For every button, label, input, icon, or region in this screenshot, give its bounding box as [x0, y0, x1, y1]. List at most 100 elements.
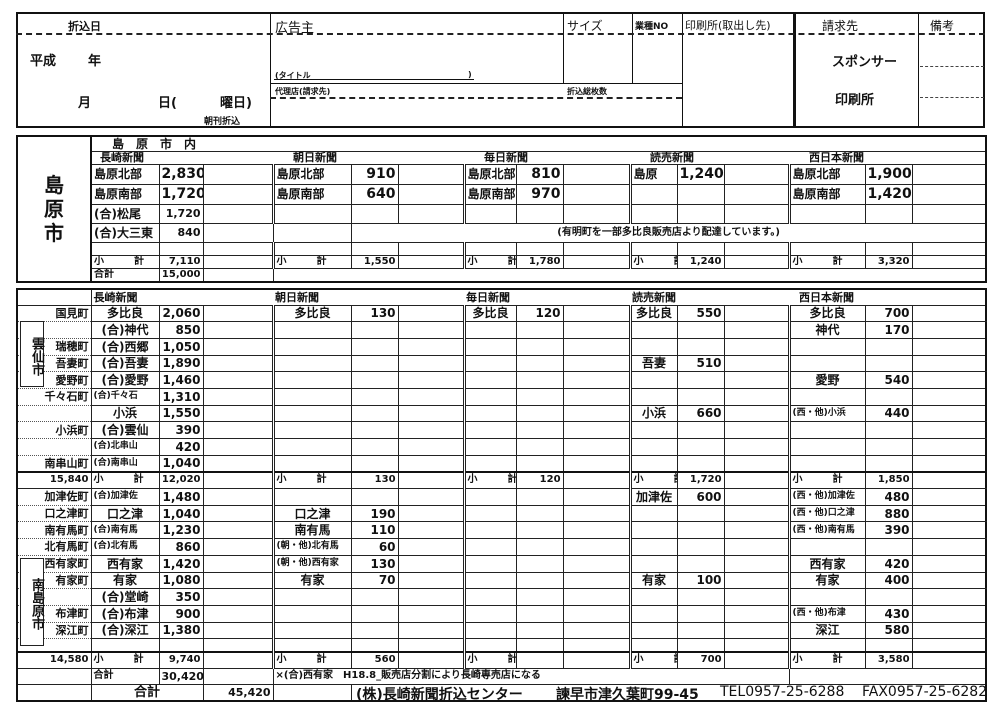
outlet-name	[628, 588, 678, 606]
blank-cell	[397, 337, 465, 356]
copy-count: 190	[350, 504, 399, 523]
blank-cell	[562, 254, 631, 269]
copy-count	[515, 554, 564, 573]
blank-cell	[202, 267, 274, 283]
outlet-name	[628, 554, 678, 573]
copy-count	[676, 521, 725, 540]
blank-cell	[723, 571, 790, 590]
blank-cell	[562, 203, 631, 224]
newspaper-header: 毎日新聞	[464, 288, 631, 306]
blank-cell	[723, 241, 790, 256]
outlet-name	[628, 504, 678, 523]
blank-cell	[562, 304, 631, 323]
copy-count: 120	[515, 304, 564, 323]
outlet-name: (合)布津	[90, 604, 160, 623]
outlet-name: (合)北有馬	[90, 538, 160, 556]
date-label: 折込日	[68, 20, 101, 33]
copy-count: 1,230	[158, 521, 204, 540]
blank-cell	[272, 683, 352, 702]
city-label: 島原市	[16, 135, 92, 283]
outlet-name: 深江	[787, 621, 866, 640]
outlet-name: (合)神代	[90, 321, 160, 339]
blank-cell	[397, 554, 465, 573]
blank-cell	[397, 438, 465, 456]
outlet-name	[628, 454, 678, 473]
subtotal-label: 小 計	[787, 471, 866, 490]
copy-count: 1,420	[158, 554, 204, 573]
outlet-name: (合)愛野	[90, 371, 160, 389]
blank-cell	[723, 554, 790, 573]
blank-cell	[723, 254, 790, 269]
table-row: 北有馬町 (合)北有馬 860 (朝・他)北有馬 60	[16, 538, 987, 556]
copy-count	[350, 438, 399, 456]
table-row: 合計 45,420	[16, 683, 986, 702]
blank-cell	[397, 504, 465, 523]
newspaper-header: 毎日新聞	[464, 150, 630, 165]
copy-count	[864, 387, 913, 406]
copy-count	[864, 354, 913, 373]
town-label: 口之津町	[16, 504, 92, 523]
blank-cell	[202, 521, 274, 540]
outlet-name: 島原北部	[787, 163, 866, 185]
copy-count	[515, 454, 564, 473]
outlet-name: (合)西郷	[90, 337, 160, 356]
area-title: 島 原 市 内	[91, 135, 987, 152]
copy-count: 420	[864, 554, 913, 573]
blank-cell	[723, 183, 790, 205]
outlet-name: (合)深江	[90, 621, 160, 640]
outlet-name: (合)加津佐	[90, 488, 160, 506]
blank-cell	[202, 471, 274, 490]
copy-count	[350, 488, 399, 506]
copy-count	[676, 203, 725, 224]
unzen-city-label: 雲仙市	[20, 321, 44, 387]
outlet-name	[462, 488, 517, 506]
copy-count: 130	[350, 304, 399, 323]
subtotal-value: 7,110	[158, 254, 204, 269]
outlet-name	[462, 588, 517, 606]
copy-count	[864, 438, 913, 456]
outlet-name: (西・他)加津佐	[787, 488, 866, 506]
table-row: (合)大三東 840 (有明町を一部多比良販売店より配達しています。)	[17, 222, 987, 243]
subtotal-label: 小 計	[271, 471, 352, 490]
outlet-name	[462, 571, 517, 590]
blank-cell	[397, 454, 465, 473]
change-note: ×(合)西有家 H18.8_販売店分割により長崎専売店になる	[272, 667, 790, 685]
outlet-name: 吾妻	[628, 354, 678, 373]
table-row: 南有馬町 (合)南有馬 1,230 南有馬 110 (西・他)南有馬 390	[16, 521, 987, 540]
outlet-name	[628, 538, 678, 556]
newspaper-header: 長崎新聞	[91, 288, 274, 306]
blank-cell	[911, 588, 987, 606]
blank-cell	[723, 651, 790, 669]
copy-count	[864, 588, 913, 606]
copy-count	[350, 588, 399, 606]
table-row: 小浜町 (合)雲仙 390	[16, 421, 987, 439]
town-label: 南串山町	[16, 454, 92, 473]
blank-cell	[397, 488, 465, 506]
copy-count	[350, 241, 399, 256]
copy-count	[515, 438, 564, 456]
copy-count	[676, 554, 725, 573]
blank-cell	[911, 321, 987, 339]
subtotal-label: 小 計	[90, 651, 160, 669]
outlet-name: (朝・他)西有家	[271, 554, 352, 573]
outlet-name: (合)北串山	[90, 438, 160, 456]
subtotal-value: 3,320	[864, 254, 913, 269]
copy-count: 860	[158, 538, 204, 556]
blank-cell	[202, 571, 274, 590]
outlet-name: (合)千々石	[90, 387, 160, 406]
blank-cell	[562, 571, 631, 590]
outlet-name	[462, 371, 517, 389]
industry-no-label: 業種NO	[635, 22, 669, 32]
blank-cell	[723, 471, 790, 490]
blank-cell	[562, 337, 631, 356]
unzen-minamishimabara-table: 長崎新聞 朝日新聞 毎日新聞 読売新聞 西日本新聞 国見町 多比良 2,060 多比良 130 多比…	[16, 288, 988, 703]
blank-cell	[202, 371, 274, 389]
copy-count	[515, 538, 564, 556]
blank-cell	[397, 163, 465, 185]
copy-count: 1,420	[864, 183, 913, 205]
blank-cell	[562, 471, 631, 490]
copy-count	[676, 638, 725, 653]
day-label: 日(	[158, 96, 177, 111]
blank-cell	[202, 438, 274, 456]
table-row: 深江町 (合)深江 1,380 深江 580	[16, 621, 987, 640]
